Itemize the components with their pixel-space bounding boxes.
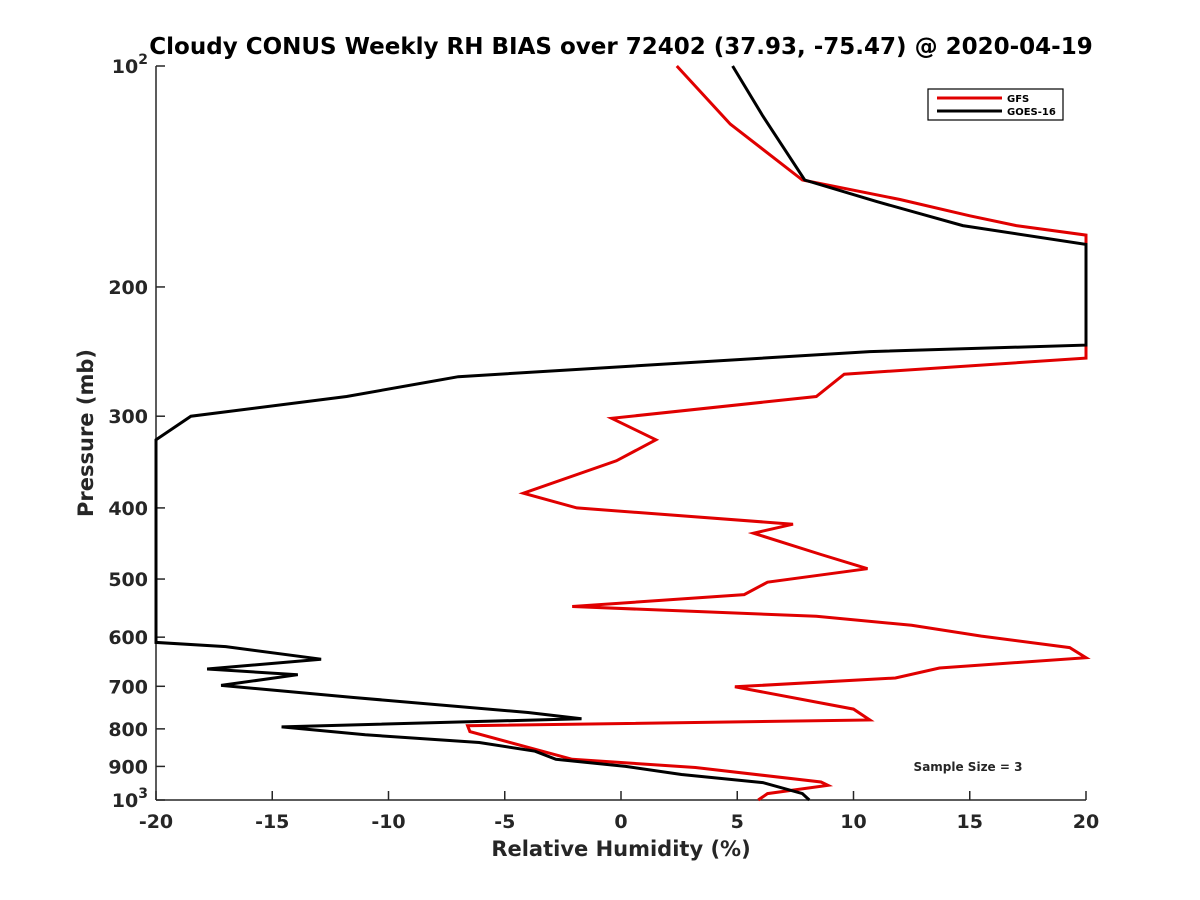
y-tick-label: 102 [112, 52, 148, 78]
x-tick-label: -20 [139, 811, 173, 833]
y-tick-label: 600 [108, 627, 148, 649]
x-tick-label: 20 [1073, 811, 1099, 833]
y-tick-label-exponent: 3 [138, 786, 148, 802]
x-tick-label: -5 [494, 811, 515, 833]
y-tick-label-base: 10 [112, 56, 138, 78]
x-tick-label: 10 [840, 811, 866, 833]
x-tick-label: -10 [371, 811, 405, 833]
x-tick-label: 15 [957, 811, 983, 833]
y-tick-label: 700 [108, 676, 148, 698]
series-line-1 [154, 65, 1088, 802]
plot-area [156, 66, 1086, 800]
y-tick-label-base: 10 [112, 790, 138, 812]
y-tick-label-exponent: 2 [138, 52, 148, 68]
series-lines [154, 64, 1091, 802]
x-tick-label: 5 [731, 811, 744, 833]
legend-entries: GFS GOES-16 [937, 94, 1056, 118]
y-tick-label: 300 [108, 406, 148, 428]
y-tick-label: 500 [108, 569, 148, 591]
y-tick-label: 900 [108, 756, 148, 778]
y-tick-label: 800 [108, 719, 148, 741]
legend-label: GOES-16 [1007, 107, 1056, 118]
x-axis-label: Relative Humidity (%) [491, 837, 750, 861]
x-tick-label: 0 [614, 811, 627, 833]
y-axis-label: Pressure (mb) [74, 349, 98, 517]
axes: -20 -15 -10 -5 0 5 10 15 20 10220030040050060070… [108, 52, 1099, 833]
sample-size-annotation: Sample Size = 3 [914, 760, 1023, 774]
y-tick-label: 400 [108, 498, 148, 520]
x-ticks: -20 -15 -10 -5 0 5 10 15 20 [139, 791, 1099, 833]
legend-label: GFS [1007, 94, 1029, 105]
y-tick-label: 103 [112, 786, 148, 812]
x-tick-label: -15 [255, 811, 289, 833]
legend: GFS GOES-16 [927, 88, 1064, 121]
chart-title: Cloudy CONUS Weekly RH BIAS over 72402 (… [149, 34, 1092, 60]
legend-box [927, 88, 1064, 121]
y-tick-label: 200 [108, 277, 148, 299]
